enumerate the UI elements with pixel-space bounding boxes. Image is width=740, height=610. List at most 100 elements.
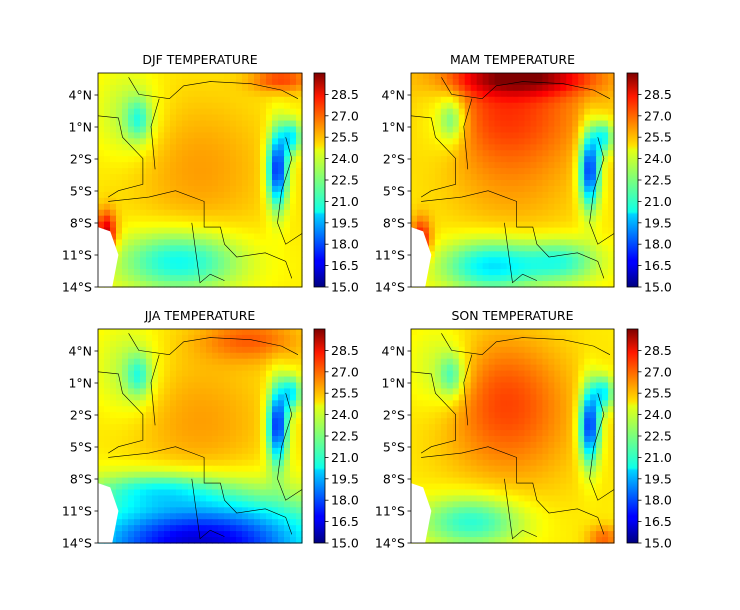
heatmap-cell [584, 400, 591, 407]
heatmap-cell [278, 138, 285, 145]
heatmap-cell [482, 483, 490, 491]
heatmap-cell [470, 269, 478, 276]
heatmap-cell [164, 233, 171, 241]
heatmap-cell [278, 483, 285, 491]
heatmap-cell [194, 78, 201, 86]
heatmap-cell [434, 73, 442, 80]
heatmap-cell [290, 364, 297, 372]
heatmap-cell [194, 412, 201, 419]
heatmap-cell [230, 394, 237, 401]
heatmap-cell [512, 257, 520, 264]
heatmap-cell [434, 340, 442, 348]
heatmap-cell [416, 459, 424, 467]
heatmap-cell [422, 358, 430, 366]
heatmap-cell [116, 412, 123, 419]
heatmap-cell [548, 477, 555, 485]
heatmap-cell [200, 334, 207, 342]
heatmap-cell [422, 394, 430, 401]
country-border [128, 333, 299, 356]
heatmap-cell [434, 412, 442, 419]
heatmap-cell [278, 531, 285, 538]
heatmap-cell [500, 329, 508, 336]
heatmap-cell [608, 495, 615, 502]
heatmap-cell [476, 507, 484, 514]
heatmap-cell [458, 227, 466, 235]
heatmap-cell [230, 162, 237, 169]
heatmap-cell [176, 501, 183, 508]
heatmap-cell [248, 334, 255, 342]
heatmap-cell [530, 156, 537, 163]
heatmap-cell [206, 471, 213, 479]
heatmap-cell [212, 275, 219, 282]
heatmap-cell [506, 501, 514, 508]
heatmap-cell [212, 346, 219, 354]
heatmap-cell [416, 477, 424, 485]
heatmap-cell [506, 191, 514, 199]
heatmap-cell [140, 489, 147, 497]
heatmap-cell [464, 185, 472, 193]
heatmap-cell [218, 424, 225, 431]
heatmap-cell [170, 329, 177, 336]
heatmap-cell [584, 394, 591, 401]
heatmap-cell [158, 215, 165, 223]
heatmap-cell [104, 215, 111, 223]
heatmap-cell [284, 346, 291, 354]
heatmap-cell [440, 126, 448, 134]
heatmap-cell [596, 418, 603, 425]
heatmap-cell [98, 215, 105, 223]
heatmap-cell [440, 144, 448, 151]
heatmap-cell [416, 412, 424, 419]
heatmap-cell [440, 513, 448, 520]
heatmap-cell [530, 90, 537, 98]
heatmap-cell [266, 406, 273, 413]
heatmap-cell [590, 275, 597, 282]
heatmap-cell [584, 144, 591, 151]
heatmap-cell [458, 150, 466, 157]
heatmap-cell [128, 519, 135, 526]
heatmap-cell [416, 90, 424, 98]
heatmap-cell [218, 209, 225, 217]
heatmap-cell [422, 400, 430, 407]
heatmap-cell [422, 483, 430, 491]
heatmap-cell [458, 84, 466, 92]
heatmap-cell [188, 150, 195, 157]
heatmap-cell [554, 191, 561, 199]
heatmap-cell [248, 203, 255, 211]
heatmap-cell [290, 275, 297, 282]
heatmap-cell [116, 424, 123, 431]
heatmap-cell [422, 471, 430, 479]
heatmap-cell [248, 376, 255, 384]
heatmap-cell [284, 376, 291, 384]
heatmap-cell [608, 120, 615, 128]
heatmap-cell [602, 406, 609, 413]
heatmap-cell [464, 329, 472, 336]
heatmap-cell [452, 281, 460, 288]
heatmap-cell [128, 388, 135, 395]
heatmap-cell [464, 197, 472, 205]
heatmap-cell [452, 489, 460, 497]
heatmap-cell [152, 162, 159, 169]
heatmap-cell [428, 102, 436, 110]
heatmap-cell [254, 537, 261, 544]
heatmap-cell [146, 144, 153, 151]
heatmap-cell [530, 346, 537, 354]
heatmap-cell [242, 108, 249, 116]
heatmap-cell [212, 531, 219, 538]
heatmap-cell [584, 156, 591, 163]
heatmap-cell [284, 358, 291, 366]
heatmap-cell [224, 96, 231, 104]
heatmap-cell [476, 483, 484, 491]
panel-son: SON TEMPERATURE4°N1°N2°S5°S8°S11°S14°S28… [375, 308, 672, 551]
heatmap-cell [548, 251, 555, 258]
heatmap-cell [596, 370, 603, 378]
heatmap-cell [242, 376, 249, 384]
heatmap-cell [596, 525, 603, 532]
heatmap-cell [542, 209, 549, 217]
heatmap-cell [440, 263, 448, 270]
heatmap-cell [542, 90, 549, 98]
heatmap-cell [488, 108, 496, 116]
heatmap-cell [290, 168, 297, 175]
heatmap-cell [254, 120, 261, 128]
heatmap-cell [224, 453, 231, 461]
heatmap-cell [134, 519, 141, 526]
